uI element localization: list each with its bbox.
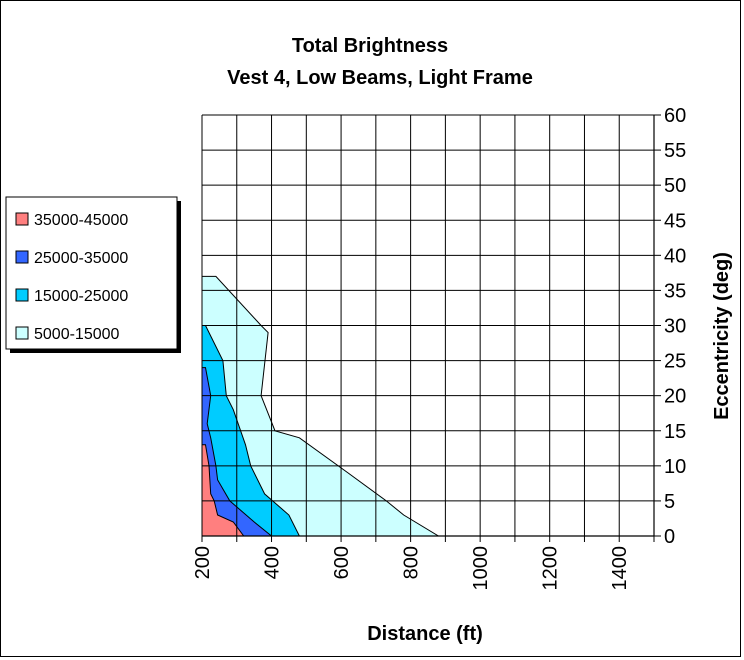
x-tick-label: 200 xyxy=(192,546,214,579)
legend-box xyxy=(5,196,178,350)
y-tick-labels: 0 5 10 15 20 25 30 35 40 45 50 55 60 xyxy=(664,105,686,548)
y-tick-label: 5 xyxy=(664,491,675,513)
legend-swatch xyxy=(15,212,29,226)
y-tick-label: 45 xyxy=(664,210,686,232)
x-tick-label: 800 xyxy=(401,546,423,579)
x-axis-title: Distance (ft) xyxy=(367,623,483,645)
legend: 35000-45000 25000-35000 15000-25000 5000-15… xyxy=(5,196,181,353)
legend-swatch xyxy=(15,326,29,340)
y-tick-label: 15 xyxy=(664,421,686,443)
y-tick-label: 25 xyxy=(664,351,686,373)
legend-swatch xyxy=(15,288,29,302)
axes xyxy=(201,114,661,542)
x-tick-label: 600 xyxy=(331,546,353,579)
legend-swatch xyxy=(15,250,29,264)
x-tick-label: 1400 xyxy=(609,546,631,591)
legend-label: 35000-45000 xyxy=(34,212,128,229)
chart-subtitle: Vest 4, Low Beams, Light Frame xyxy=(227,67,533,89)
y-tick-label: 20 xyxy=(664,386,686,408)
y-tick-label: 55 xyxy=(664,140,686,162)
y-tick-label: 10 xyxy=(664,456,686,478)
y-tick-label: 35 xyxy=(664,280,686,302)
chart-title: Total Brightness xyxy=(292,35,448,57)
y-tick-label: 30 xyxy=(664,316,686,338)
y-tick-label: 50 xyxy=(664,175,686,197)
x-tick-label: 1000 xyxy=(470,546,492,591)
y-tick-label: 40 xyxy=(664,245,686,267)
legend-label: 25000-35000 xyxy=(34,250,128,267)
x-tick-labels: 200 400 600 800 1000 1200 1400 xyxy=(192,546,631,591)
y-tick-label: 0 xyxy=(664,526,675,548)
y-axis-title: Eccentricity (deg) xyxy=(711,252,733,420)
contour-fills xyxy=(201,275,441,537)
legend-label: 15000-25000 xyxy=(34,288,128,305)
x-tick-label: 400 xyxy=(262,546,284,579)
x-tick-label: 1200 xyxy=(540,546,562,591)
legend-label: 5000-15000 xyxy=(34,326,120,343)
y-tick-label: 60 xyxy=(664,105,686,127)
